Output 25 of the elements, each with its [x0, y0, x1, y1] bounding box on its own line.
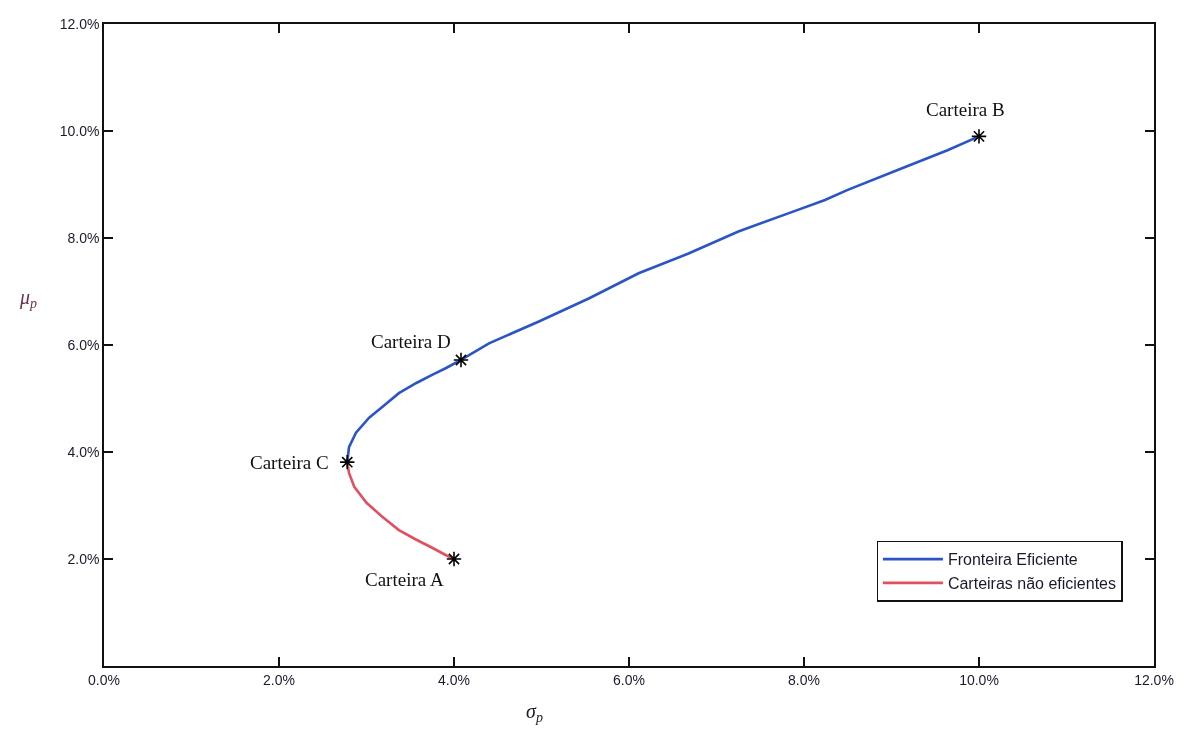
x-tick-label: 10.0% — [959, 671, 999, 688]
x-tick-label: 8.0% — [788, 671, 820, 688]
point — [446, 551, 462, 567]
point — [453, 351, 469, 368]
x-tick-label: 6.0% — [613, 671, 645, 688]
annotation: Carteira C — [250, 452, 329, 473]
y-tick-label: 10.0% — [59, 122, 100, 139]
legend-label: Carteiras não eficientes — [947, 575, 1116, 593]
legend-label: Fronteira Eficiente — [947, 551, 1078, 569]
point — [971, 128, 987, 145]
y-tick-label: 8.0% — [67, 229, 100, 246]
x-tick-label: 4.0% — [438, 671, 470, 688]
y-tick-label: 6.0% — [67, 336, 100, 353]
y-tick-label: 2.0% — [67, 550, 100, 567]
y-axis-title: μ$_{p}$ — [19, 286, 38, 312]
y-tick-label: 12.0% — [59, 15, 100, 32]
annotation: Carteira A — [365, 569, 444, 590]
x-tick-label: 12.0% — [1134, 671, 1174, 688]
annotation: Carteira B — [926, 99, 1005, 120]
y-tick-label: 4.0% — [67, 443, 100, 460]
point — [339, 454, 356, 471]
x-tick-label: 2.0% — [263, 671, 295, 688]
x-tick-label: 0.0% — [88, 671, 120, 688]
x-axis-title: σ$_{p}$ — [526, 700, 543, 726]
annotation: Carteira D — [371, 331, 451, 352]
